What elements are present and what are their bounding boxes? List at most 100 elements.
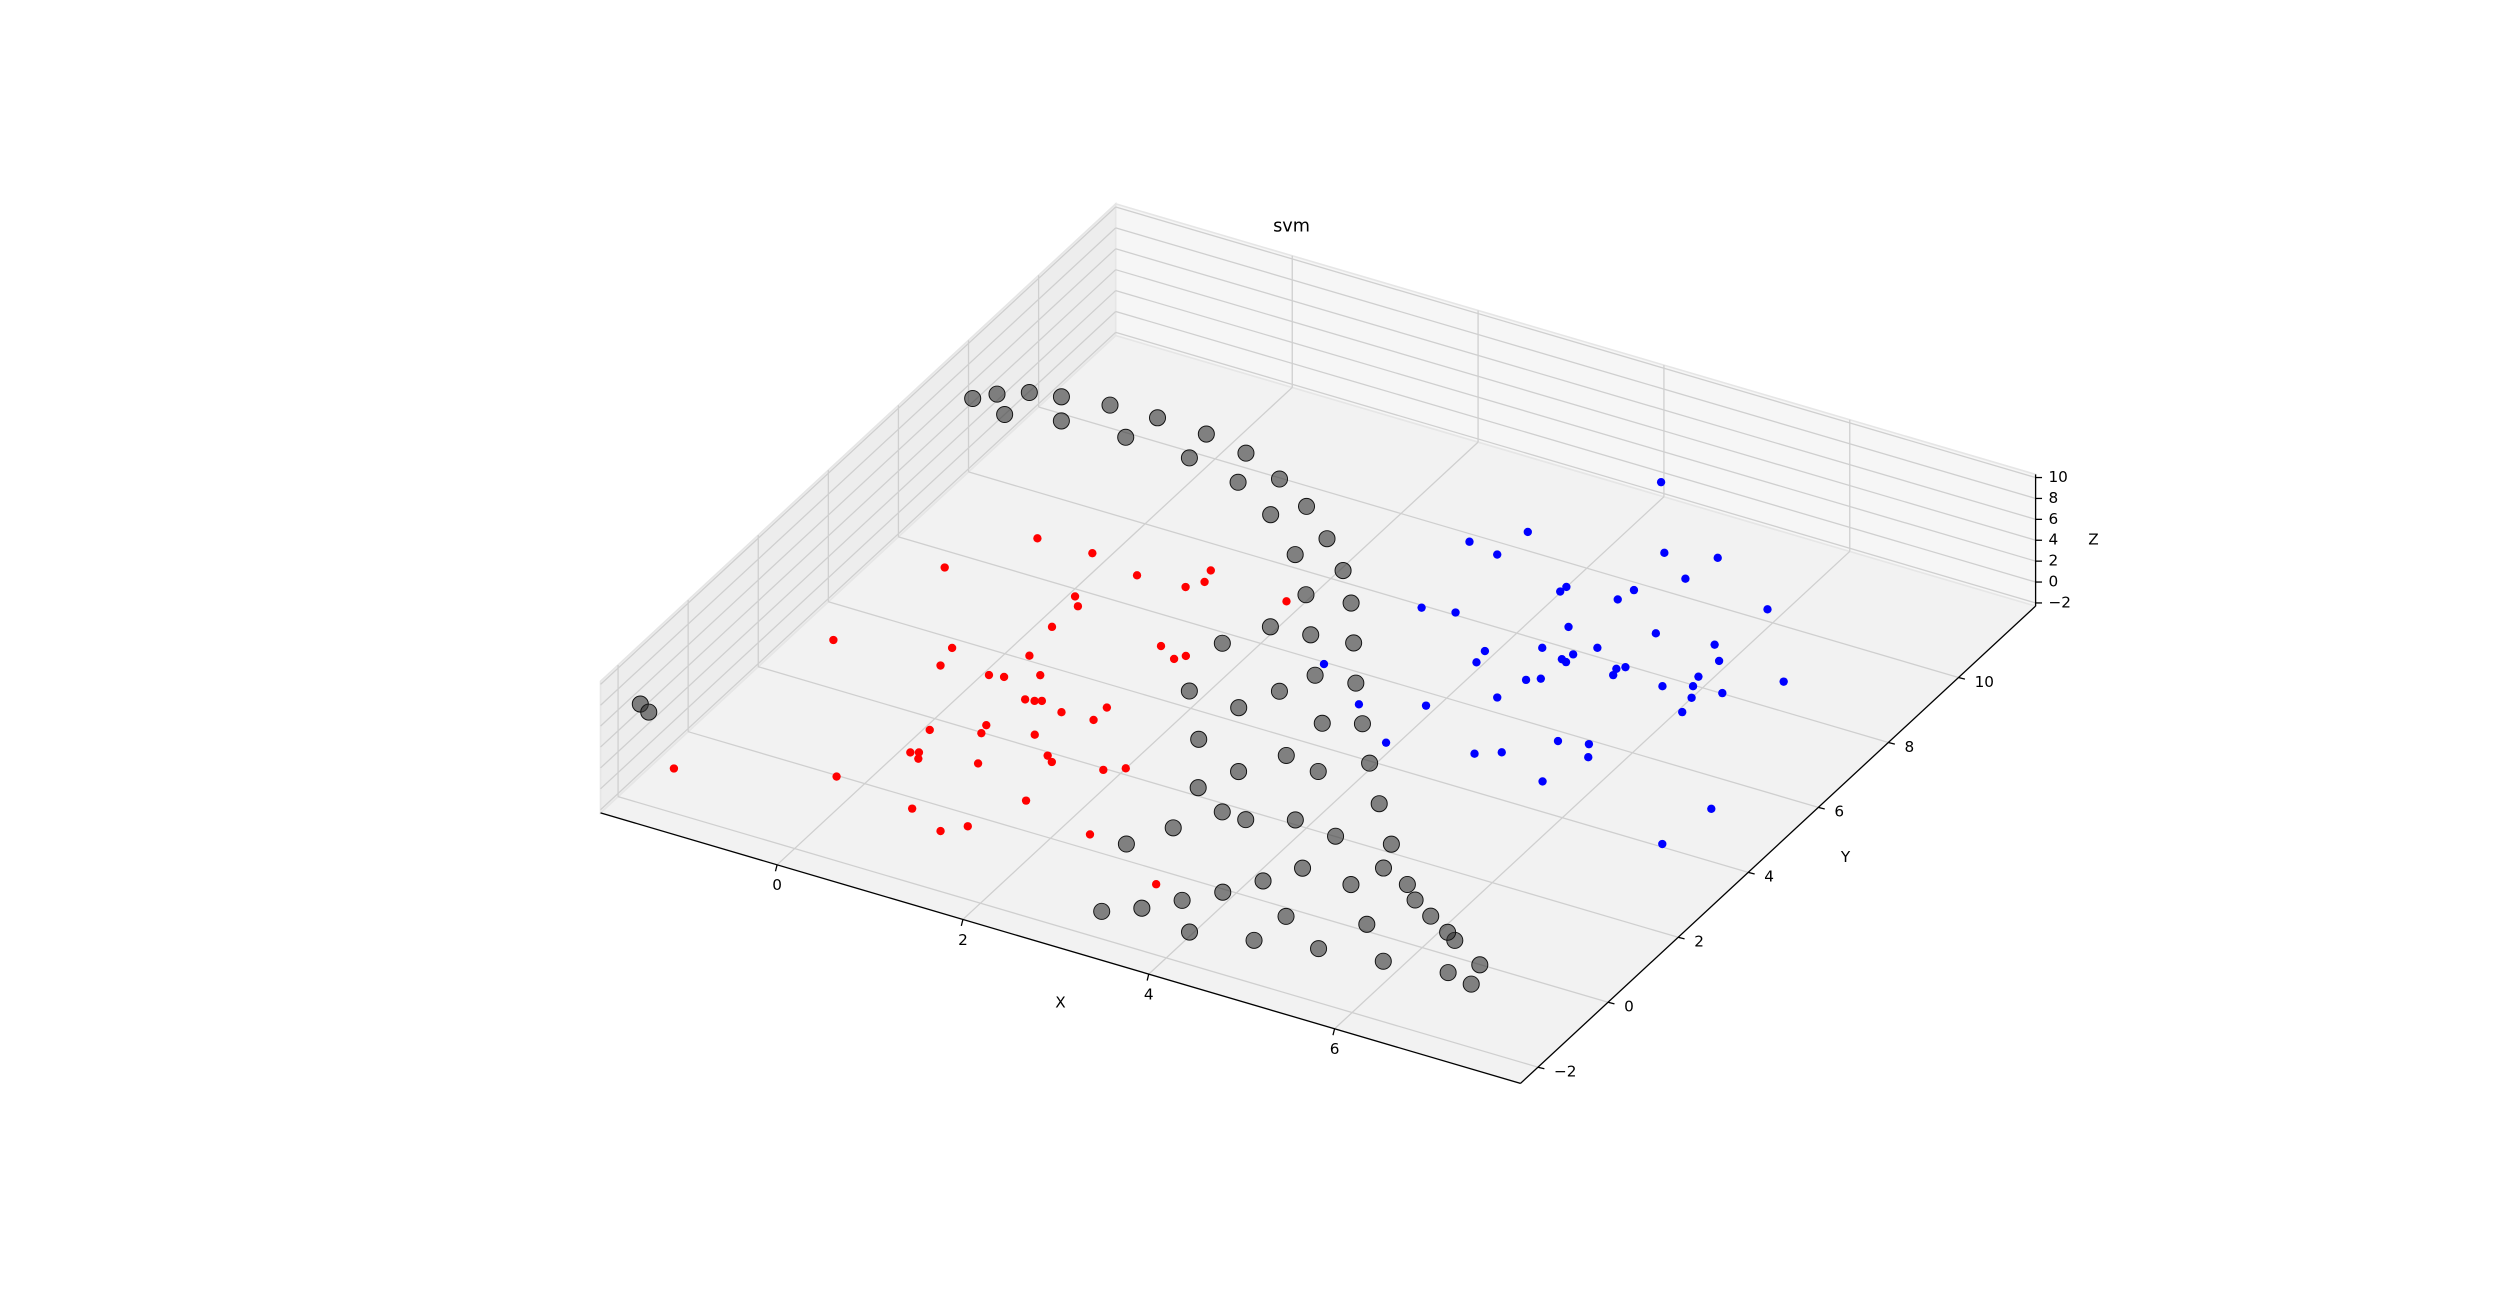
data-point bbox=[977, 728, 986, 738]
y-tick-label: 6 bbox=[1834, 803, 1844, 821]
data-point bbox=[1319, 659, 1329, 669]
data-point bbox=[1088, 548, 1097, 558]
data-point bbox=[1621, 663, 1630, 672]
data-point bbox=[1036, 670, 1045, 680]
data-point bbox=[1181, 651, 1191, 661]
y-tick bbox=[1958, 676, 1966, 680]
grid-line bbox=[962, 441, 1479, 920]
surface-point bbox=[1374, 859, 1393, 877]
data-point bbox=[936, 661, 945, 670]
data-point bbox=[1568, 650, 1578, 659]
data-point bbox=[1132, 571, 1142, 580]
surface-point bbox=[1302, 626, 1320, 644]
surface-point bbox=[1190, 730, 1208, 748]
data-point bbox=[1200, 577, 1209, 587]
grid-line bbox=[600, 248, 1117, 727]
data-point bbox=[1564, 622, 1573, 632]
surface-point bbox=[1101, 396, 1119, 414]
data-point bbox=[907, 804, 917, 813]
x-axis-label: X bbox=[1055, 993, 1065, 1011]
data-point bbox=[1651, 629, 1661, 638]
data-point bbox=[1714, 656, 1724, 666]
data-point bbox=[1020, 695, 1030, 704]
surface-point bbox=[1286, 811, 1304, 829]
surface-point bbox=[1334, 562, 1352, 580]
surface-point bbox=[1342, 594, 1360, 612]
surface-point bbox=[1277, 907, 1295, 925]
z-tick-label: 10 bbox=[2048, 468, 2067, 486]
data-point bbox=[1043, 751, 1052, 760]
z-axis-label: Z bbox=[2088, 531, 2098, 549]
surface-point bbox=[1471, 956, 1489, 974]
data-point bbox=[1085, 830, 1095, 839]
surface-point bbox=[1197, 425, 1215, 443]
surface-point bbox=[1422, 907, 1440, 925]
z-tick-label: 4 bbox=[2048, 531, 2058, 549]
surface-point bbox=[1306, 666, 1324, 684]
z-tick-label: 8 bbox=[2048, 489, 2058, 507]
surface-point bbox=[1309, 762, 1327, 781]
data-point bbox=[1206, 566, 1215, 575]
data-point bbox=[1047, 622, 1057, 632]
data-point bbox=[1536, 674, 1546, 683]
surface-point bbox=[1229, 473, 1247, 491]
data-point bbox=[1553, 736, 1563, 746]
surface-point bbox=[1262, 506, 1280, 524]
data-point bbox=[669, 764, 679, 773]
surface-point bbox=[1117, 835, 1135, 853]
surface-point bbox=[1173, 891, 1191, 909]
data-point bbox=[1523, 527, 1532, 537]
surface-point bbox=[1374, 952, 1392, 970]
y-tick-label: 0 bbox=[1624, 998, 1634, 1016]
data-point bbox=[829, 635, 838, 645]
surface-point bbox=[1133, 899, 1151, 917]
grid-line bbox=[1115, 206, 2036, 479]
data-point bbox=[1070, 592, 1080, 601]
data-point bbox=[1381, 738, 1391, 747]
data-point bbox=[1033, 534, 1042, 543]
y-tick-label: −2 bbox=[1554, 1063, 1577, 1081]
data-point bbox=[1421, 701, 1431, 710]
data-point bbox=[1472, 658, 1481, 667]
x-tick-label: 0 bbox=[772, 876, 782, 894]
y-axis-label: Y bbox=[1840, 848, 1851, 866]
grid-line bbox=[1115, 310, 2036, 583]
data-point bbox=[1656, 477, 1666, 487]
surface-point bbox=[1148, 409, 1167, 427]
y-tick-label: 8 bbox=[1904, 738, 1914, 756]
surface-point bbox=[1261, 618, 1279, 636]
surface-point bbox=[1353, 715, 1371, 733]
data-point bbox=[1025, 651, 1034, 660]
surface-point bbox=[1370, 795, 1388, 813]
surface-point bbox=[1213, 803, 1231, 821]
surface-point bbox=[1180, 682, 1198, 700]
data-point bbox=[1073, 602, 1083, 611]
grid-line bbox=[600, 227, 1117, 706]
surface-point bbox=[1327, 827, 1345, 845]
surface-point bbox=[1117, 428, 1135, 446]
data-point bbox=[963, 822, 972, 831]
data-point bbox=[1099, 765, 1108, 775]
data-point bbox=[936, 826, 945, 836]
data-point bbox=[1694, 672, 1703, 681]
surface-point bbox=[1462, 975, 1480, 993]
data-point bbox=[1057, 708, 1066, 717]
surface-point bbox=[1361, 754, 1379, 772]
data-point bbox=[1538, 643, 1547, 653]
surface-point bbox=[1277, 746, 1295, 765]
data-point bbox=[1465, 537, 1474, 546]
surface-point bbox=[1439, 964, 1457, 982]
z-tick-label: 0 bbox=[2048, 573, 2058, 591]
grid-line bbox=[600, 290, 1117, 769]
surface-point bbox=[1164, 819, 1182, 837]
grid-line bbox=[1115, 289, 2036, 562]
grid-line bbox=[687, 731, 1609, 1003]
surface-point bbox=[1237, 444, 1255, 462]
data-point bbox=[1609, 670, 1618, 680]
data-point bbox=[1181, 582, 1190, 592]
z-tick-label: −2 bbox=[2048, 593, 2071, 611]
data-point bbox=[1556, 587, 1565, 596]
data-point bbox=[1102, 703, 1112, 712]
y-tick-label: 2 bbox=[1694, 933, 1704, 951]
grid-line bbox=[600, 269, 1117, 748]
